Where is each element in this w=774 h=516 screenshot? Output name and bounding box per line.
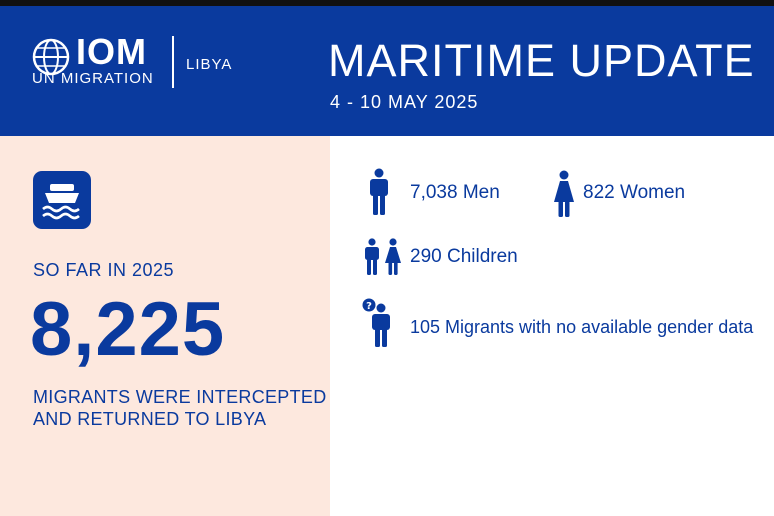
top-edge-bar xyxy=(0,0,774,6)
men-count: 7,038 Men xyxy=(410,182,500,203)
summary-panel: SO FAR IN 2025 8,225 MIGRANTS WERE INTER… xyxy=(0,136,330,516)
total-intercepted: 8,225 xyxy=(30,287,226,372)
unknown-count: 105 Migrants with no available gender da… xyxy=(410,317,754,337)
header-banner: IOM UN MIGRATION LIBYA MARITIME UPDATE 4… xyxy=(0,6,774,136)
country-label: LIBYA xyxy=(186,56,233,73)
children-icon xyxy=(365,238,401,275)
logo-divider xyxy=(172,36,174,88)
boat-waves-icon xyxy=(42,184,80,220)
page-title: MARITIME UPDATE xyxy=(328,35,755,86)
period-label: SO FAR IN 2025 xyxy=(33,260,175,280)
summary-caption: MIGRANTS WERE INTERCEPTED AND RETURNED T… xyxy=(33,386,327,430)
unknown-gender-icon: ? xyxy=(362,298,390,347)
man-icon xyxy=(370,168,388,215)
caption-line-1: MIGRANTS WERE INTERCEPTED xyxy=(33,387,327,407)
woman-icon xyxy=(554,170,574,217)
iom-globe-icon xyxy=(32,38,70,76)
date-range: 4 - 10 MAY 2025 xyxy=(330,92,479,112)
children-count: 290 Children xyxy=(410,246,518,267)
org-subtitle: UN MIGRATION xyxy=(32,70,154,87)
caption-line-2: AND RETURNED TO LIBYA xyxy=(33,409,267,429)
org-name: IOM xyxy=(76,31,147,72)
women-count: 822 Women xyxy=(583,182,686,203)
svg-text:?: ? xyxy=(366,301,372,312)
boat-badge xyxy=(33,171,91,229)
